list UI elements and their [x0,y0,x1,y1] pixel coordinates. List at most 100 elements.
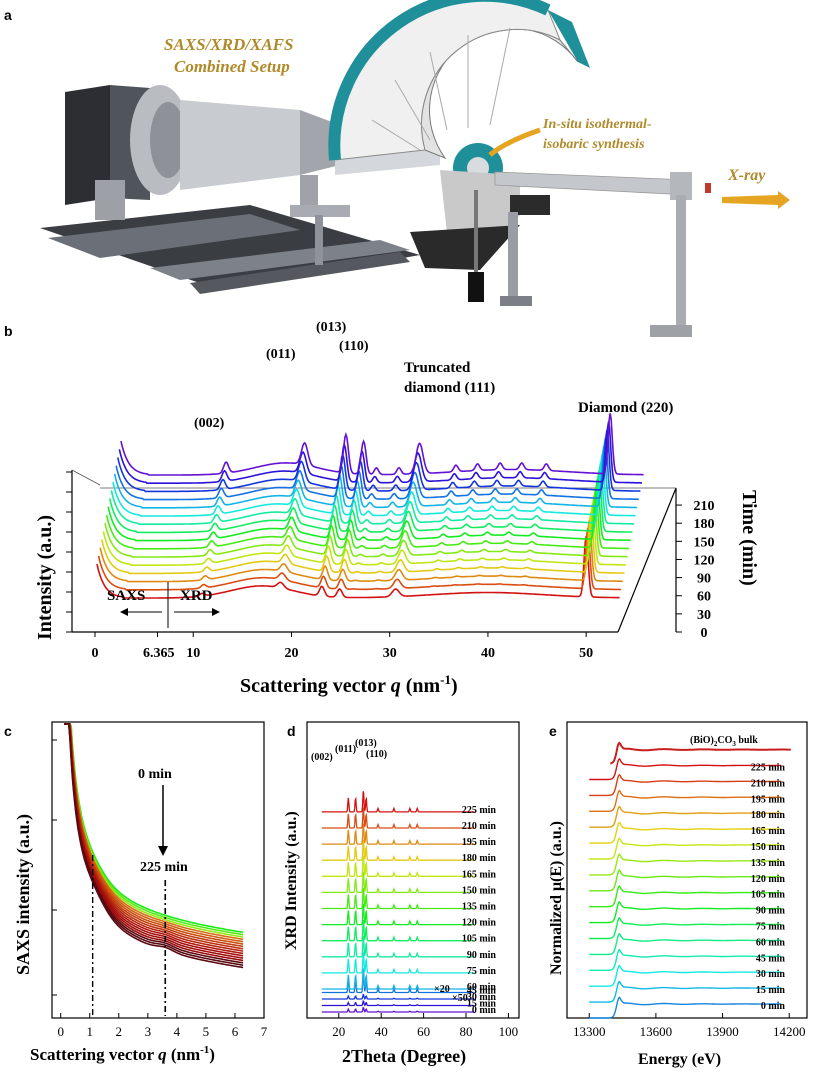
e-series-label: 90 min [756,906,786,917]
c-annot-start: 0 min [138,767,172,782]
e-series-label: 30 min [756,969,786,980]
b-saxs-xrd-arrows [120,582,220,628]
d-series-label: 120 min [462,918,497,929]
e-x-axis-label: Energy (eV) [638,1051,721,1068]
b-curve-30min [99,519,623,583]
e-curve-2 [589,964,782,987]
panel-b-x-ticks: 0 10 20 30 40 50 [92,632,593,661]
e-series-label: 210 min [751,778,786,789]
c-x-tick-label: 0 [57,1024,64,1039]
panel-a-letter: a [4,7,12,23]
e-x-tick-label: 13300 [573,1024,606,1039]
b-curve-135min [110,462,634,525]
d-curve-0-min [321,1006,475,1013]
d-curve-210-min [321,807,475,829]
c-x-tick-label: 5 [203,1024,210,1039]
e-series-label: 45 min [756,953,786,964]
e-curve-7 [589,885,782,908]
d-x-tick-label: 60 [417,1024,430,1039]
b-curve-75min [104,495,628,558]
d-x-tick-label: 100 [499,1024,519,1039]
panel-b-axes [71,469,677,633]
d-curve-180-min [321,839,475,861]
d-series-label: 75 min [467,966,497,977]
c-plot-frame [51,721,265,1019]
e-curve-4 [589,932,782,956]
d-curve-30-min [321,993,475,1000]
b-time-tick-label: 30 [697,608,711,623]
b-time-tick-label: 90 [697,572,711,587]
e-series-label: 0 min [761,1001,786,1012]
e-series-label: 15 min [756,985,786,996]
c-annot-end: 225 min [140,860,188,875]
b-y-axis-label: Intensity (a.u.) [34,515,56,640]
d-curve-150-min [321,871,475,894]
c-ticks: 0 1 2 3 4 5 6 7 [52,739,268,1039]
e-curve-14 [589,773,782,797]
xray-label: X-ray [727,167,766,184]
e-curve-8 [589,869,782,892]
e-y-axis-label: Normalized μ(E) (a.u.) [548,821,565,975]
c-curve-2 [64,723,244,938]
b-curve-165min [113,445,638,509]
b-time-tick-label: 150 [694,535,715,550]
d-mult-20: ×20 [434,984,450,995]
e-series-label: 165 min [751,826,786,837]
b-split-tick-label: 6.365 [143,646,175,661]
d-series-label: 60 min [467,982,497,993]
e-curve-13 [589,789,782,812]
b-curve-180min [115,437,639,501]
b-curve-120min [109,470,633,534]
c-y-axis-label: SAXS intensity (a.u.) [13,814,34,975]
d-series-label: 165 min [462,869,497,880]
c-curve-5 [64,723,244,945]
e-curve-10 [589,837,782,860]
d-curve-120-min [321,903,475,926]
e-series-label: 120 min [751,874,786,885]
c-x-tick-label: 6 [232,1024,239,1039]
e-series-label: 60 min [756,937,786,948]
d-peak-label-110: (110) [366,749,387,760]
c-curve-10 [64,723,244,957]
b-x-tick-label: 30 [383,646,397,661]
e-series-label: 195 min [751,794,786,805]
d-curve-105-min [321,919,475,942]
b-time-tick-label: 60 [697,590,711,605]
d-x-tick-label: 40 [375,1024,388,1039]
c-curve-14 [64,723,244,966]
d-series-label: 105 min [462,934,497,945]
e-curve-6 [589,900,782,924]
c-x-tick-label: 4 [174,1024,181,1039]
b-curve-195min [117,429,641,493]
e-curve-11 [589,821,782,844]
d-series-label: 180 min [462,853,497,864]
c-curve-1 [64,723,244,936]
b-xrd-label: XRD [180,588,213,604]
b-time-tick-label: 0 [701,626,708,641]
e-curve-15 [589,757,782,781]
b-x-tick-label: 20 [284,646,298,661]
c-x-tick-label: 1 [87,1024,94,1039]
c-x-tick-label: 2 [116,1024,123,1039]
e-curve-1 [589,980,782,1003]
c-x-axis-label: Scattering vector q (nm-1) [30,1044,215,1064]
synthesis-label-line1: In-situ isothermal- [542,117,652,132]
c-curve-15 [64,723,244,969]
b-time-tick-label: 180 [694,517,715,532]
d-curve-225-min [321,791,475,813]
b-peak-label-011: (011) [266,347,296,362]
e-curve-16 [610,741,791,765]
d-peak-label-002: (002) [311,752,333,763]
setup-title-line1: SAXS/XRD/XAFS [164,35,293,54]
b-time-axis-label: Time (min) [738,490,760,586]
c-curve-7 [64,723,244,950]
b-x-tick-label: 40 [481,646,495,661]
b-peak-label-013: (013) [316,320,347,335]
d-series-label: 30 min [467,992,497,1003]
b-x-tick-label: 0 [92,646,99,661]
e-series-labels: 0 min 15 min 30 min 45 min 60 min 75 min 90 mi… [751,763,786,1013]
b-peak-label-002: (002) [194,416,225,431]
panel-a: a [4,0,790,337]
